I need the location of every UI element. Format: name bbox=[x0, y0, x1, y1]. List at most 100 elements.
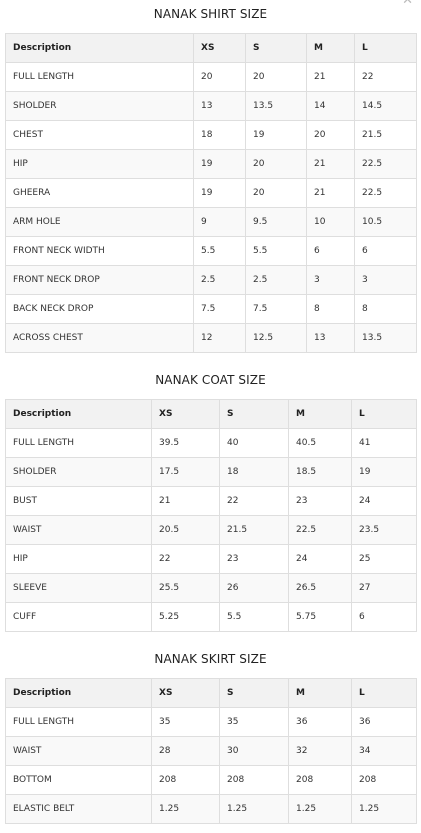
table-row: WAIST 28 30 32 34 bbox=[5, 736, 417, 766]
table-cell: 36 bbox=[288, 707, 352, 737]
table-cell: 208 bbox=[288, 765, 352, 795]
column-header: XS bbox=[151, 678, 220, 708]
table-cell: 13.5 bbox=[245, 91, 307, 121]
table-cell: 6 bbox=[306, 236, 355, 266]
table-cell: 10.5 bbox=[354, 207, 417, 237]
table-cell: 8 bbox=[354, 294, 417, 324]
table-cell: FULL LENGTH bbox=[5, 707, 152, 737]
table-cell: 12.5 bbox=[245, 323, 307, 353]
table-cell: 22 bbox=[219, 486, 289, 516]
table-cell: 40 bbox=[219, 428, 289, 458]
table-cell: 5.75 bbox=[288, 602, 352, 632]
table-cell: 7.5 bbox=[245, 294, 307, 324]
skirt-size-section: NANAK SKIRT SIZE Description XS S M L FU… bbox=[5, 649, 417, 824]
table-cell: 6 bbox=[351, 602, 417, 632]
table-row: CHEST 18 19 20 21.5 bbox=[5, 120, 417, 150]
table-cell: GHEERA bbox=[5, 178, 194, 208]
table-cell: 20 bbox=[245, 178, 307, 208]
table-row: WAIST 20.5 21.5 22.5 23.5 bbox=[5, 515, 417, 545]
table-cell: 208 bbox=[219, 765, 289, 795]
table-cell: SLEEVE bbox=[5, 573, 152, 603]
table-cell: 21 bbox=[306, 178, 355, 208]
table-cell: 2.5 bbox=[245, 265, 307, 295]
table-cell: 23.5 bbox=[351, 515, 417, 545]
table-cell: 20 bbox=[306, 120, 355, 150]
table-row: CUFF 5.25 5.5 5.75 6 bbox=[5, 602, 417, 632]
table-cell: 24 bbox=[288, 544, 352, 574]
table-cell: 6 bbox=[354, 236, 417, 266]
table-cell: 5.5 bbox=[193, 236, 246, 266]
table-cell: 25.5 bbox=[151, 573, 220, 603]
table-cell: ELASTIC BELT bbox=[5, 794, 152, 824]
table-cell: 1.25 bbox=[219, 794, 289, 824]
table-cell: 12 bbox=[193, 323, 246, 353]
table-cell: 19 bbox=[193, 178, 246, 208]
table-cell: 9.5 bbox=[245, 207, 307, 237]
table-cell: 8 bbox=[306, 294, 355, 324]
table-row: GHEERA 19 20 21 22.5 bbox=[5, 178, 417, 208]
table-cell: 18 bbox=[219, 457, 289, 487]
column-header: L bbox=[351, 678, 417, 708]
section-title: NANAK SHIRT SIZE bbox=[153, 7, 268, 21]
size-table: Description XS S M L FULL LENGTH 35 35 36 36… bbox=[5, 678, 417, 824]
column-header: Description bbox=[5, 399, 152, 429]
table-cell: 27 bbox=[351, 573, 417, 603]
table-row: FULL LENGTH 35 35 36 36 bbox=[5, 707, 417, 737]
table-cell: 20 bbox=[245, 149, 307, 179]
table-cell: 19 bbox=[193, 149, 246, 179]
table-cell: 14 bbox=[306, 91, 355, 121]
table-row: SLEEVE 25.5 26 26.5 27 bbox=[5, 573, 417, 603]
table-cell: 5.5 bbox=[245, 236, 307, 266]
table-row: ARM HOLE 9 9.5 10 10.5 bbox=[5, 207, 417, 237]
table-row: HIP 19 20 21 22.5 bbox=[5, 149, 417, 179]
table-cell: 19 bbox=[245, 120, 307, 150]
table-cell: 1.25 bbox=[288, 794, 352, 824]
table-cell: 23 bbox=[288, 486, 352, 516]
table-cell: 36 bbox=[351, 707, 417, 737]
table-cell: 21 bbox=[306, 62, 355, 92]
table-cell: 22 bbox=[354, 62, 417, 92]
table-cell: 24 bbox=[351, 486, 417, 516]
table-cell: 7.5 bbox=[193, 294, 246, 324]
table-cell: 20 bbox=[245, 62, 307, 92]
table-row: FULL LENGTH 20 20 21 22 bbox=[5, 62, 417, 92]
column-header: S bbox=[219, 399, 289, 429]
column-header: L bbox=[354, 33, 417, 63]
table-cell: 14.5 bbox=[354, 91, 417, 121]
table-cell: 22.5 bbox=[288, 515, 352, 545]
column-header: M bbox=[306, 33, 355, 63]
table-cell: 32 bbox=[288, 736, 352, 766]
table-cell: CUFF bbox=[5, 602, 152, 632]
column-header: Description bbox=[5, 33, 194, 63]
table-cell: 39.5 bbox=[151, 428, 220, 458]
table-row: BUST 21 22 23 24 bbox=[5, 486, 417, 516]
table-cell: 21 bbox=[306, 149, 355, 179]
table-cell: FULL LENGTH bbox=[5, 62, 194, 92]
table-header-row: Description XS S M L bbox=[5, 678, 417, 708]
table-cell: 20.5 bbox=[151, 515, 220, 545]
table-cell: 25 bbox=[351, 544, 417, 574]
table-cell: 21 bbox=[151, 486, 220, 516]
table-cell: 13 bbox=[193, 91, 246, 121]
table-cell: 26 bbox=[219, 573, 289, 603]
table-cell: 3 bbox=[306, 265, 355, 295]
table-cell: 19 bbox=[351, 457, 417, 487]
table-cell: 1.25 bbox=[351, 794, 417, 824]
table-row: BACK NECK DROP 7.5 7.5 8 8 bbox=[5, 294, 417, 324]
column-header: Description bbox=[5, 678, 152, 708]
table-row: ELASTIC BELT 1.25 1.25 1.25 1.25 bbox=[5, 794, 417, 824]
column-header: XS bbox=[151, 399, 220, 429]
table-cell: 22 bbox=[151, 544, 220, 574]
table-header-row: Description XS S M L bbox=[5, 399, 417, 429]
table-cell: 9 bbox=[193, 207, 246, 237]
table-row: HIP 22 23 24 25 bbox=[5, 544, 417, 574]
table-cell: WAIST bbox=[5, 515, 152, 545]
table-cell: 208 bbox=[151, 765, 220, 795]
column-header: XS bbox=[193, 33, 246, 63]
table-cell: 2.5 bbox=[193, 265, 246, 295]
close-icon[interactable]: ✕ bbox=[402, 0, 413, 8]
column-header: M bbox=[288, 399, 352, 429]
table-cell: BUST bbox=[5, 486, 152, 516]
table-cell: WAIST bbox=[5, 736, 152, 766]
table-cell: HIP bbox=[5, 544, 152, 574]
